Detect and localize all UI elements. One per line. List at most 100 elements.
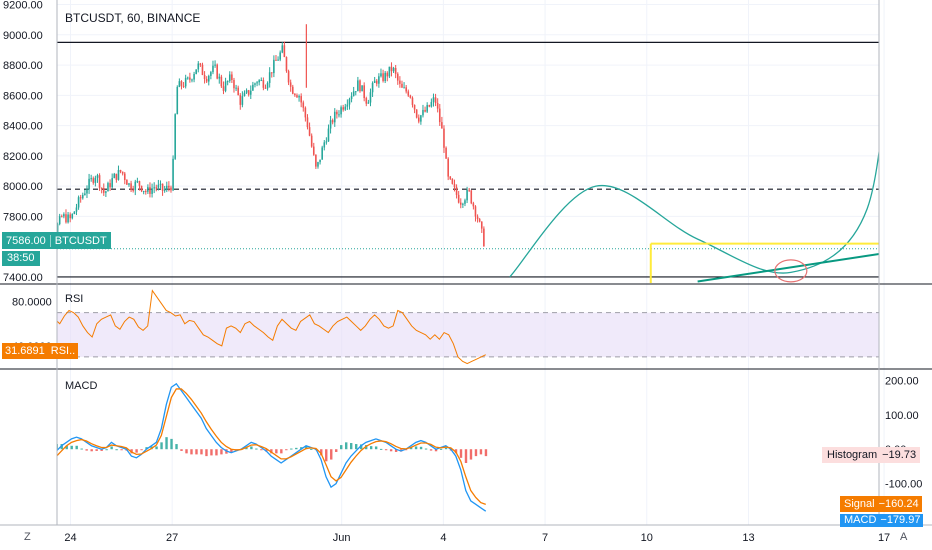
macd-histogram-bar [190,449,193,455]
candle-body [159,183,162,185]
price-tick-label: 8600.00 [3,90,43,102]
price-countdown: 38:50 [2,251,40,266]
candle-body [220,76,223,87]
timezone-button[interactable]: Z [24,531,31,543]
candle-body [441,122,443,129]
candle-body [350,96,353,99]
candle-body [275,59,277,61]
candle-body [170,187,172,191]
macd-histogram-bar [454,449,458,454]
price-tick-label: 8400.00 [3,121,43,133]
macd-histogram-bar [110,446,113,450]
candle-body [69,214,71,219]
time-tick-label: Jun [333,532,351,544]
auto-scale-button[interactable]: A [900,531,908,543]
price-tick-label: 7800.00 [3,211,43,223]
symbol-title[interactable]: BTCUSDT, 60, BINANCE [65,11,201,25]
candle-body [331,120,334,123]
macd-histogram-bar [439,448,443,450]
macd-histogram-bar [250,446,253,450]
candle-body [136,181,139,183]
candle-body [300,96,302,103]
candle-body [119,170,122,172]
pane-separators[interactable] [0,0,932,526]
macd-histogram-bar [135,449,138,453]
macd-label[interactable]: MACD [65,380,98,392]
rsi-tick-label: 80.0000 [12,297,52,309]
macd-histogram-bar [424,448,428,450]
candle-body [193,74,195,80]
macd-histogram-bar [105,449,108,451]
rsi-label[interactable]: RSI [65,293,84,305]
macd-histogram-bar [275,449,278,454]
candle-body [428,105,431,107]
candle-body [386,72,389,77]
macd-histogram-bar [36,449,38,451]
candle-body [359,80,361,92]
macd-histogram-bar [354,444,358,450]
candle-body [417,117,420,122]
macd-histogram-bar [100,449,103,451]
horizontal-levels[interactable] [57,41,893,278]
candle-body [449,176,452,179]
macd-histogram-bar [345,442,348,450]
candle-body [478,219,481,222]
macd-histogram-bar [325,449,328,462]
candle-body [207,75,210,82]
candle-body [432,97,435,102]
macd-histogram-bar [130,449,133,454]
candle-body [262,80,265,88]
candle-body [436,103,439,109]
candle-body [142,190,145,192]
rsi-line [57,289,486,365]
macd-histogram-bar [80,448,83,450]
candle-body [117,170,120,180]
macd-histogram-bar [95,449,98,451]
macd-histogram-bar [280,449,283,454]
candle-body [403,87,405,89]
candle-body [254,83,256,85]
candle-body [176,86,179,115]
histogram-tag-value: −19.73 [882,449,917,461]
candle-body [174,114,176,159]
candle-body [283,45,286,58]
candle-body [60,216,63,218]
candle-body [399,80,401,84]
candle-body [340,107,342,115]
candle-body [241,96,244,105]
candle-body [140,185,143,192]
macd-histogram-bar [160,442,163,450]
candle-body [258,80,260,83]
highlight-circle [774,259,808,283]
macd-pane [36,382,488,512]
candle-body [109,183,111,188]
macd-histogram-bar [469,449,473,460]
candle-body [184,77,187,87]
candle-body [426,105,428,112]
macd-histogram-bar [215,449,218,456]
candle-body [247,90,250,95]
macd-histogram-bar [429,449,433,451]
candle-body [224,81,227,91]
candle-body [138,181,141,186]
candle-body [457,194,460,203]
candle-body [237,87,239,96]
candle-body [228,74,231,82]
macd-histogram-bar [474,449,478,457]
candle-body [409,95,412,98]
candle-body [445,147,447,159]
candle-body [40,250,42,256]
time-tick-label: 7 [542,532,548,544]
candle-body [218,76,221,79]
candle-body [63,214,65,217]
candle-body [344,106,347,110]
candle-body [361,85,363,92]
candle-body [420,115,422,122]
macd-histogram-bar [180,449,183,451]
candle-body [438,108,441,123]
candle-body [201,64,204,75]
candle-body [86,189,88,194]
macd-histogram-bar [384,449,388,451]
candle-body [199,63,202,65]
